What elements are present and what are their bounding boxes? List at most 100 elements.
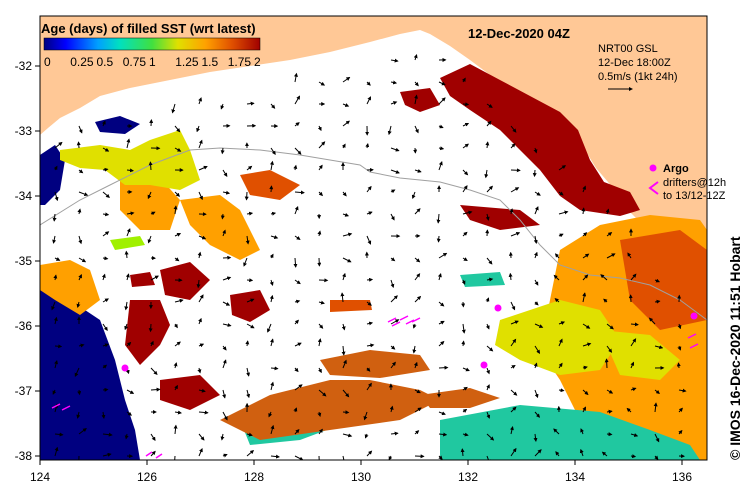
current-arrow xyxy=(606,323,614,330)
colorbar-tick-label: 2 xyxy=(254,55,261,69)
current-arrow xyxy=(74,367,80,378)
current-arrow xyxy=(553,274,560,281)
land-mass xyxy=(40,16,707,318)
current-arrow xyxy=(534,345,541,354)
current-arrow xyxy=(486,411,491,419)
current-arrow xyxy=(270,147,276,156)
current-arrow xyxy=(605,208,610,215)
map-title: 12-Dec-2020 04Z xyxy=(468,26,570,41)
current-arrow xyxy=(78,191,89,196)
current-arrow xyxy=(654,299,661,304)
current-arrow xyxy=(270,366,279,371)
current-arrow xyxy=(677,345,682,351)
current-arrow xyxy=(554,298,560,303)
current-arrow xyxy=(582,406,586,413)
current-arrow xyxy=(582,253,590,259)
y-tick-label: -38 xyxy=(15,449,33,463)
current-arrow xyxy=(126,341,132,347)
current-arrow xyxy=(414,257,421,263)
current-arrow xyxy=(510,231,521,237)
current-arrow xyxy=(222,276,232,281)
current-arrow xyxy=(294,319,299,325)
plot-frame xyxy=(39,15,708,461)
current-arrow xyxy=(438,340,445,347)
current-arrow xyxy=(52,213,57,222)
current-arrow xyxy=(54,257,61,261)
drifter-icon xyxy=(648,181,659,195)
current-arrow xyxy=(150,433,156,442)
current-arrow xyxy=(462,102,470,107)
current-arrow xyxy=(630,322,639,327)
colorbar-title: Age (days) of filled SST (wrt latest) xyxy=(41,21,256,36)
x-tick-label: 134 xyxy=(565,470,585,484)
current-arrow xyxy=(317,230,322,237)
current-arrow xyxy=(366,301,372,306)
current-arrow xyxy=(534,449,542,457)
current-arrow xyxy=(318,141,326,149)
current-arrow xyxy=(606,253,616,259)
current-arrow xyxy=(411,191,416,200)
current-arrow xyxy=(510,364,516,369)
current-arrow xyxy=(438,411,446,416)
current-arrow xyxy=(269,160,274,171)
current-arrow xyxy=(293,164,298,171)
current-arrow xyxy=(414,208,421,215)
current-arrow xyxy=(366,185,372,193)
current-arrow xyxy=(342,433,353,438)
current-arrow xyxy=(318,81,326,86)
current-arrow xyxy=(294,384,303,391)
y-tick-label: -36 xyxy=(15,319,33,333)
x-tick-label: 132 xyxy=(458,470,478,484)
current-arrow xyxy=(317,338,322,347)
y-tick-label: -33 xyxy=(15,124,33,138)
current-arrow xyxy=(126,228,131,237)
colorbar-tick-label: 1.5 xyxy=(202,55,219,69)
current-arrow xyxy=(222,229,226,237)
current-arrow xyxy=(678,407,683,413)
current-arrow xyxy=(390,189,396,194)
current-arrow xyxy=(438,365,449,370)
current-arrow xyxy=(294,342,302,347)
current-arrow xyxy=(126,211,135,216)
current-arrow xyxy=(606,409,613,414)
current-arrow xyxy=(198,294,204,303)
current-arrow xyxy=(603,298,608,303)
current-arrow xyxy=(630,361,635,369)
current-arrow xyxy=(294,279,301,285)
current-arrow xyxy=(270,235,279,239)
current-arrow xyxy=(366,235,372,245)
current-arrow xyxy=(102,298,109,303)
current-arrow xyxy=(342,410,350,415)
current-arrow xyxy=(654,455,659,460)
current-arrow xyxy=(270,338,274,347)
current-arrow xyxy=(413,361,418,369)
current-arrow xyxy=(438,97,446,105)
current-arrow xyxy=(125,273,130,281)
current-arrow xyxy=(126,168,134,173)
current-arrow xyxy=(486,345,494,352)
current-arrow xyxy=(342,232,353,237)
current-arrow xyxy=(414,125,419,134)
current-arrow xyxy=(317,411,322,417)
current-arrow xyxy=(390,169,400,174)
legend-argo: Argo xyxy=(663,163,689,175)
current-arrow xyxy=(366,343,375,348)
current-arrow xyxy=(269,279,274,286)
current-arrow xyxy=(318,300,325,305)
current-arrow xyxy=(174,257,180,262)
current-arrow xyxy=(196,279,201,289)
current-arrow xyxy=(486,433,495,441)
current-arrow xyxy=(53,316,58,325)
legend-drifters: drifters@12h xyxy=(663,177,726,189)
current-arrow xyxy=(582,323,591,329)
current-arrow xyxy=(318,164,323,171)
current-arrow xyxy=(102,256,109,261)
current-arrow xyxy=(606,231,613,237)
current-arrow xyxy=(510,447,517,457)
current-arrow xyxy=(150,211,156,216)
current-arrow xyxy=(558,338,563,347)
current-arrow xyxy=(198,410,209,415)
current-arrow xyxy=(220,213,225,220)
x-tick-label: 136 xyxy=(672,470,692,484)
